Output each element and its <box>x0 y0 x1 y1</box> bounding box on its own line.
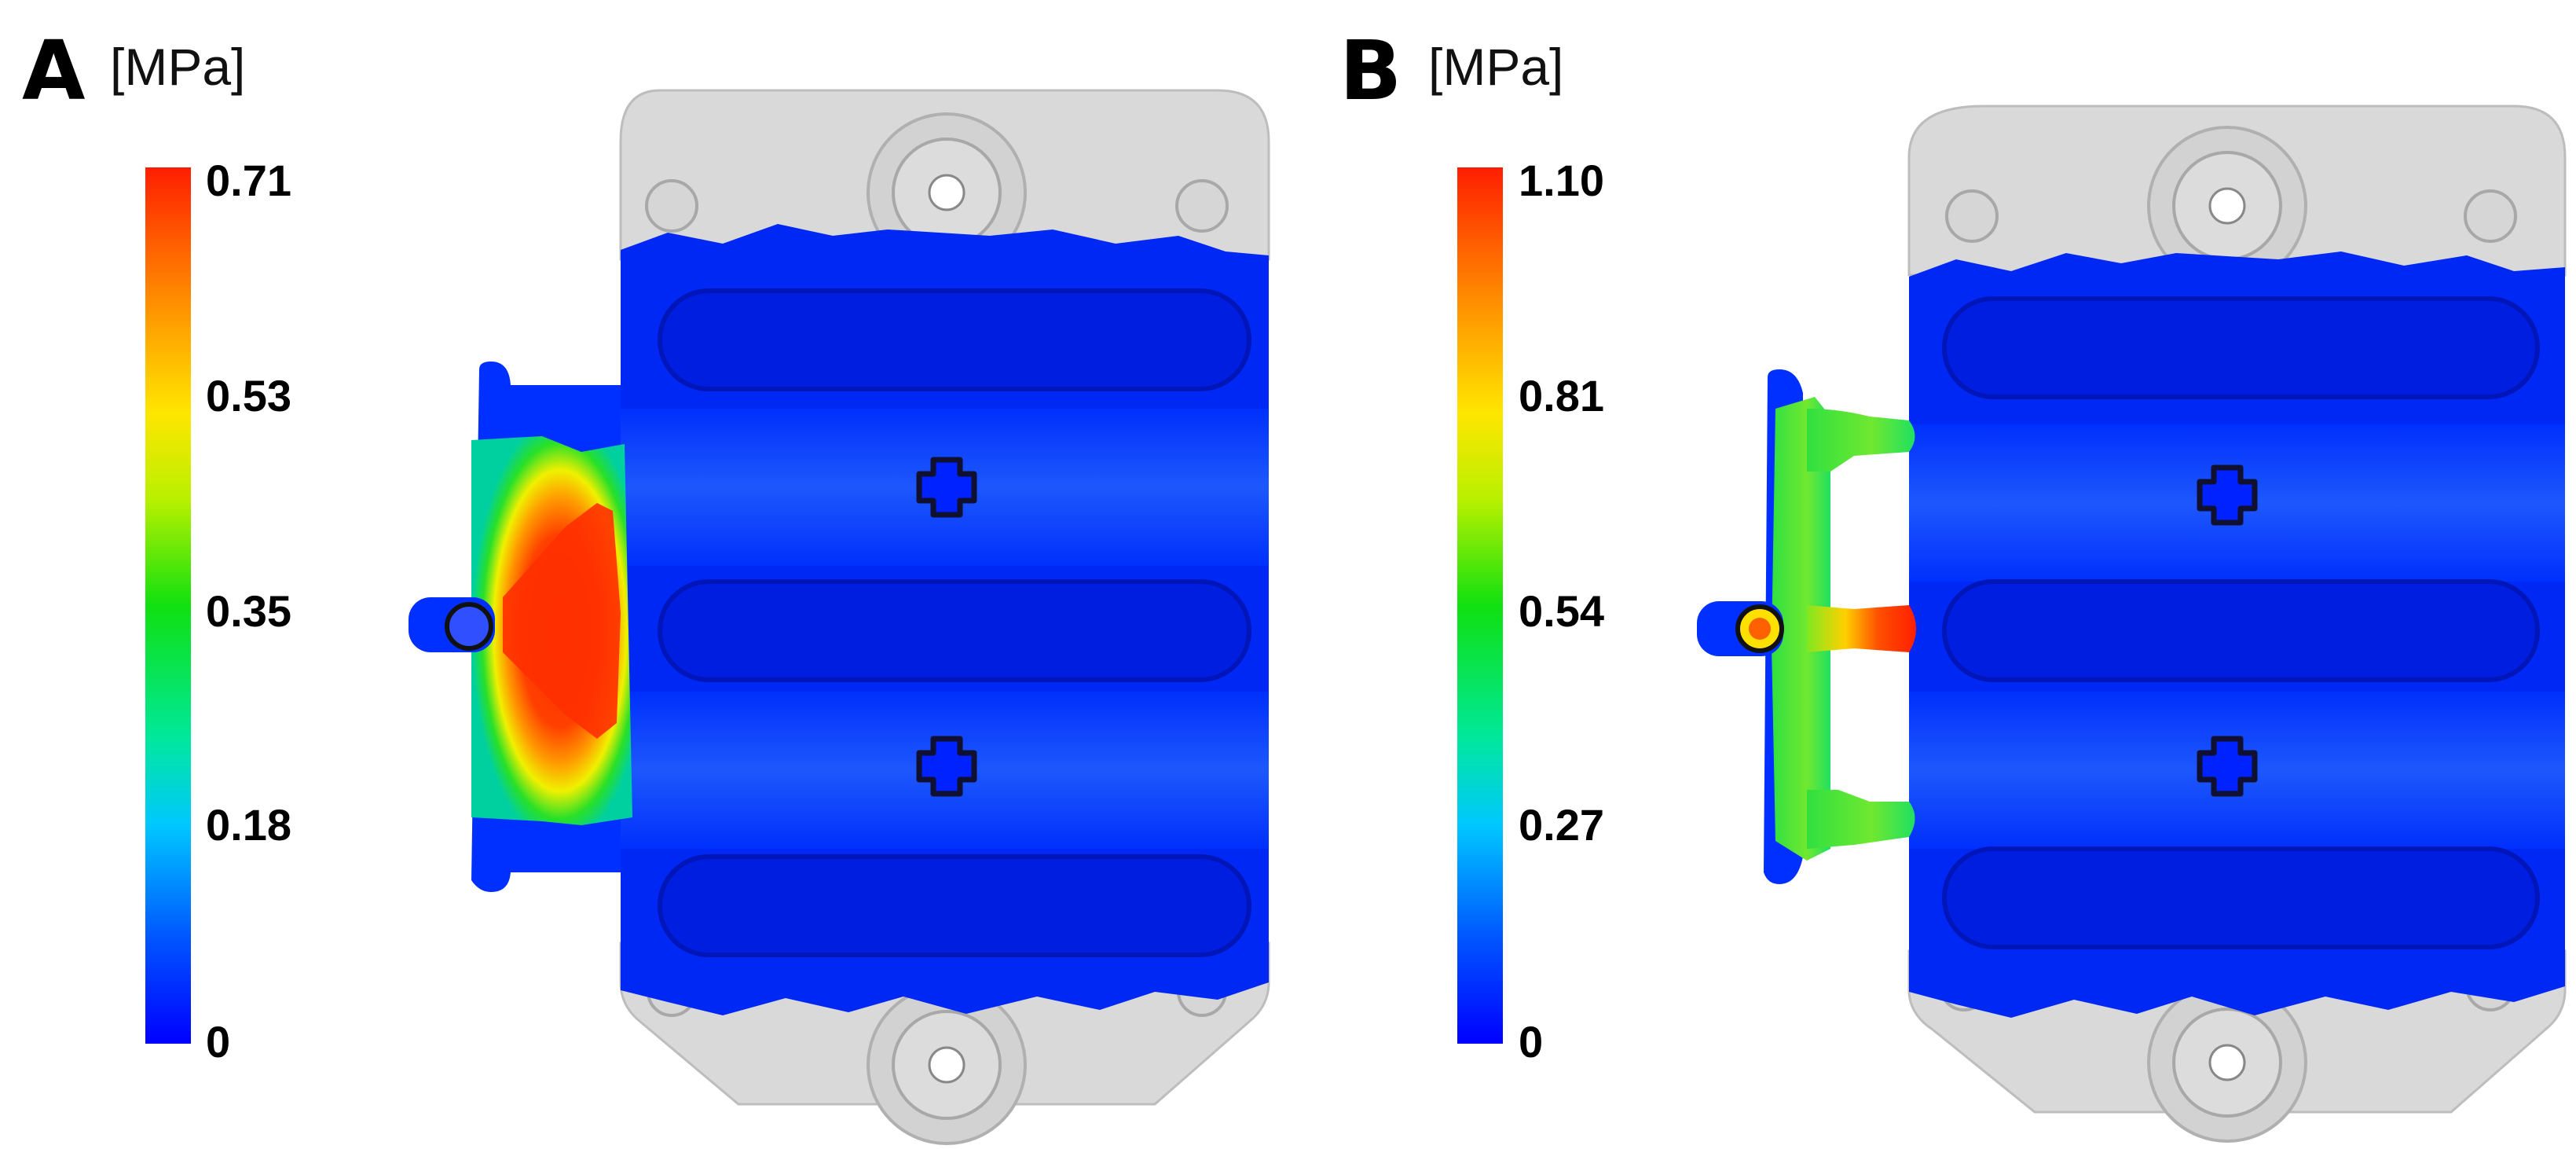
colorbar-tick-max: 0.71 <box>206 156 291 205</box>
panel-label: A <box>22 23 86 119</box>
panel-a: A [MPa] 0.71 0.53 0.35 0.18 0 <box>22 23 1270 1145</box>
stress-contour-model-b <box>1697 105 2567 1143</box>
colorbar-tick: 0.35 <box>206 586 291 636</box>
cross-hole <box>916 457 977 518</box>
colorbar-tick-min: 0 <box>1519 1017 1544 1066</box>
colorbar-tick: 0.27 <box>1519 800 1604 850</box>
cross-hole <box>916 736 977 797</box>
cross-hole <box>2197 736 2258 797</box>
cross-hole <box>2197 464 2258 526</box>
colorbar <box>145 167 191 1044</box>
bracket-arm-middle <box>1807 605 1916 652</box>
colorbar-tick: 0.18 <box>206 800 291 850</box>
colorbar-unit: [MPa] <box>1428 38 1564 96</box>
stress-contour-model-a <box>409 89 1270 1145</box>
panel-label: B <box>1339 23 1402 119</box>
load-pin <box>445 602 493 651</box>
colorbar-tick: 0.54 <box>1519 586 1604 636</box>
colorbar-unit: [MPa] <box>110 38 246 96</box>
colorbar-tick: 0.81 <box>1519 371 1604 420</box>
colorbar-tick-max: 1.10 <box>1519 156 1604 205</box>
colorbar <box>1457 167 1503 1044</box>
bracket-arm-top <box>1807 409 1915 472</box>
panel-b: B [MPa] 1.10 0.81 0.54 0.27 0 <box>1288 0 2576 1149</box>
bracket-arm-bottom <box>1807 790 1915 849</box>
colorbar-tick: 0.53 <box>206 371 291 420</box>
colorbar-tick-min: 0 <box>206 1017 231 1066</box>
